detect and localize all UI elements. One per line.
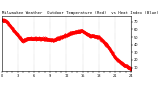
Text: Milwaukee Weather  Outdoor Temperature (Red)  vs Heat Index (Blue)  per Minute  : Milwaukee Weather Outdoor Temperature (R…: [2, 11, 160, 15]
